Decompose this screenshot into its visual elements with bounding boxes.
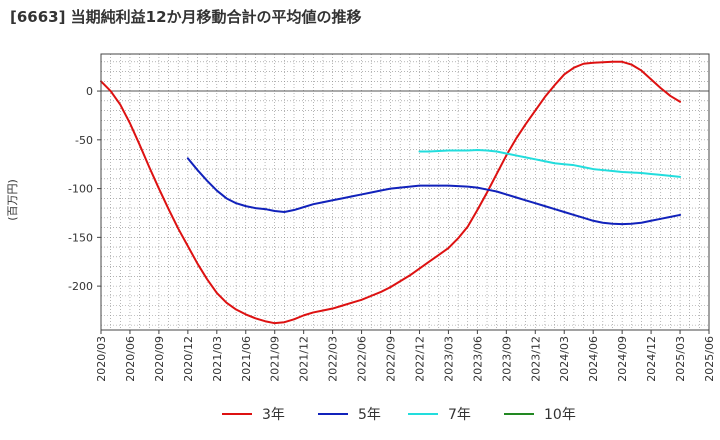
grid [101, 54, 709, 330]
x-tick-label: 2024/09 [616, 336, 629, 382]
x-tick-label: 2020/06 [124, 336, 137, 382]
x-tick-label: 2022/03 [327, 336, 340, 382]
chart-title: [6663] 当期純利益12か月移動合計の平均値の推移 [10, 8, 362, 26]
x-tick-label: 2020/03 [95, 336, 108, 382]
series-lines [100, 60, 682, 325]
x-tick-label: 2020/12 [182, 336, 195, 382]
legend-label: 5年 [358, 407, 381, 423]
y-tick-label: -50 [75, 134, 93, 147]
x-tick-label: 2023/06 [471, 336, 484, 382]
x-tick-label: 2025/03 [674, 336, 687, 382]
plot-frame [100, 53, 710, 331]
y-axis-title: (百万円) [6, 179, 19, 221]
x-tick-label: 2022/09 [385, 336, 398, 382]
x-tick-label: 2024/06 [587, 336, 600, 382]
y-tick-label: 0 [86, 85, 93, 98]
x-tick-label: 2022/06 [356, 336, 369, 382]
x-tick-label: 2020/09 [153, 336, 166, 382]
x-tick-label: 2021/06 [240, 336, 253, 382]
axes: 0 -50 -100 -150 -200 2020/03 2020/06 2020/09 202… [68, 85, 716, 382]
legend-label: 10年 [544, 407, 576, 423]
plot-area [101, 54, 709, 330]
x-tick-label: 2023/12 [529, 336, 542, 382]
x-tick-label: 2024/03 [558, 336, 571, 382]
y-tick-label: -200 [68, 280, 93, 293]
y-tick-label: -150 [68, 231, 93, 244]
x-tick-label: 2025/06 [703, 336, 716, 382]
y-tick-label: -100 [68, 183, 93, 196]
x-tick-label: 2022/12 [413, 336, 426, 382]
series-line-3 [418, 149, 682, 178]
legend: 3年 5年 7年 10年 [222, 407, 576, 423]
x-tick-label: 2021/03 [211, 336, 224, 382]
x-tick-label: 2021/09 [269, 336, 282, 382]
x-tick-label: 2024/12 [645, 336, 658, 382]
series-line-2 [186, 157, 682, 226]
x-tick-label: 2023/09 [500, 336, 513, 382]
x-tick-label: 2021/12 [298, 336, 311, 382]
legend-label: 7年 [448, 407, 471, 423]
legend-label: 3年 [262, 407, 285, 423]
series-line-1 [100, 60, 682, 325]
x-tick-label: 2023/03 [442, 336, 455, 382]
